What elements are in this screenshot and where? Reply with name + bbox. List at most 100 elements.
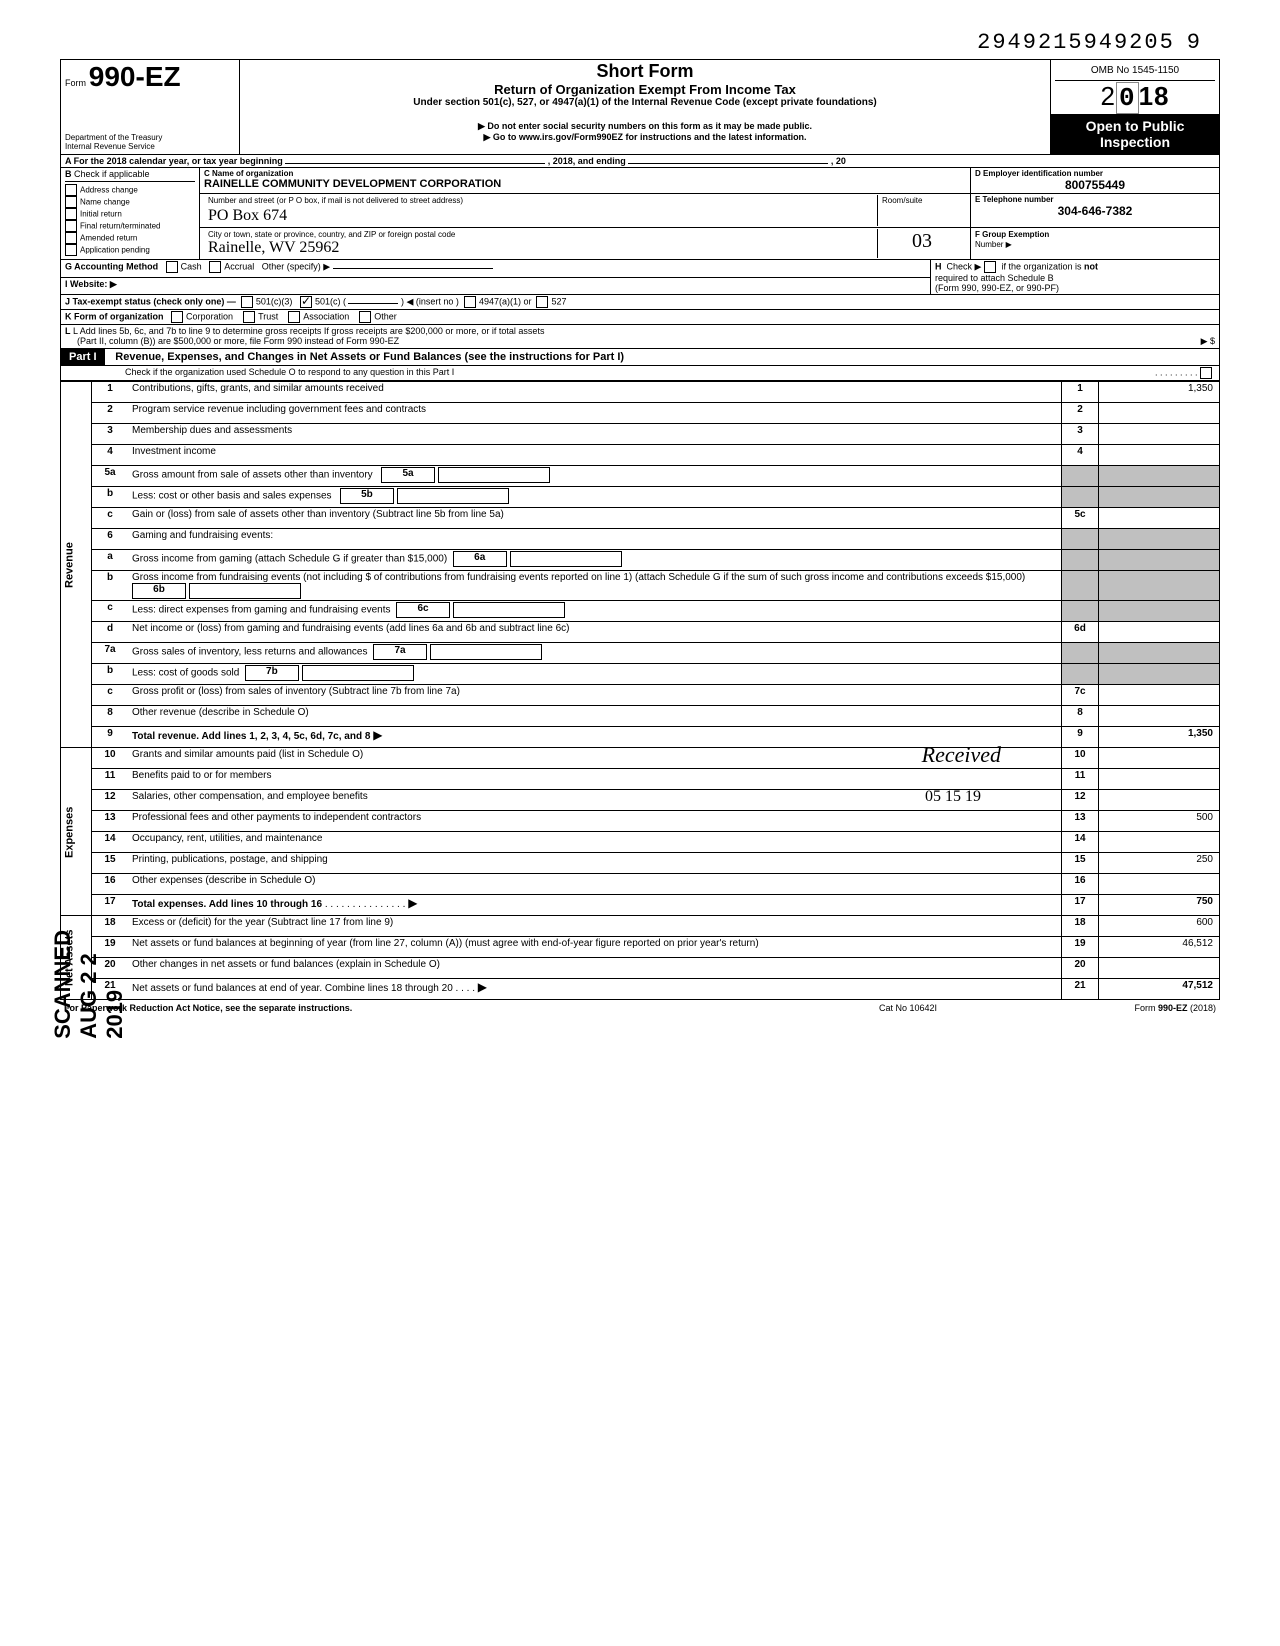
chk-accrual[interactable] xyxy=(209,261,221,273)
vlabel-expenses: Expenses xyxy=(61,748,92,916)
irs-label: Internal Revenue Service xyxy=(65,142,235,151)
ln-21-amt: 47,512 xyxy=(1099,979,1220,1000)
ln-7b: Less: cost of goods sold 7b xyxy=(128,664,1062,685)
date-stamp: 05 15 19 xyxy=(925,788,981,806)
section-c-name: C Name of organization RAINELLE COMMUNIT… xyxy=(200,168,971,194)
row-i: I Website: ▶ xyxy=(61,278,931,295)
section-e: E Telephone number 304-646-7382 xyxy=(971,194,1220,228)
part1-tag: Part I xyxy=(61,349,105,365)
tax-year: 200118 xyxy=(1055,81,1215,113)
address-handwritten: PO Box 674 xyxy=(204,206,878,226)
period-table: A For the 2018 calendar year, or tax yea… xyxy=(60,155,1220,168)
chk-app-pending[interactable] xyxy=(65,244,77,256)
org-info-table: B Check if applicable Address change Nam… xyxy=(60,168,1220,260)
box-7b: 7b xyxy=(245,665,299,681)
short-form-title: Short Form xyxy=(244,61,1046,82)
chk-initial-return[interactable] xyxy=(65,208,77,220)
ln-17-amt: 750 xyxy=(1099,895,1220,916)
ein-value: 800755449 xyxy=(975,178,1215,192)
ln-5b: Less: cost or other basis and sales expe… xyxy=(128,487,1062,508)
chk-501c[interactable] xyxy=(300,296,312,308)
scanned-stamp: SCANNED AUG 2 2 2019 xyxy=(50,930,128,1039)
l-arrow: ▶ $ xyxy=(1201,336,1215,347)
footer-cat: Cat No 10642I xyxy=(804,1002,1012,1014)
form-label: Form xyxy=(65,78,86,88)
row-h: H Check ▶ if the organization is not req… xyxy=(931,260,1220,295)
omb-number: OMB No 1545-1150 xyxy=(1055,61,1215,81)
chk-part1-scho[interactable] xyxy=(1200,367,1212,379)
chk-corp[interactable] xyxy=(171,311,183,323)
page-container: 2949215949205 9 Form 990-EZ Department of… xyxy=(60,30,1220,1014)
omb-year-cell: OMB No 1545-1150 200118 xyxy=(1051,60,1220,115)
chk-h[interactable] xyxy=(984,261,996,273)
form-id-cell: Form 990-EZ Department of the Treasury I… xyxy=(61,60,240,155)
section-c-city: City or town, state or province, country… xyxy=(200,228,971,260)
chk-assoc[interactable] xyxy=(288,311,300,323)
chk-amended[interactable] xyxy=(65,232,77,244)
footer-table: For Paperwork Reduction Act Notice, see … xyxy=(60,1002,1220,1014)
box-5b: 5b xyxy=(340,488,394,504)
section-d: D Employer identification number 8007554… xyxy=(971,168,1220,194)
ln-6a: Gross income from gaming (attach Schedul… xyxy=(128,550,1062,571)
goto-url: ▶ Go to www.irs.gov/Form990EZ for instru… xyxy=(244,132,1046,143)
tracking-trail: 9 xyxy=(1187,30,1200,55)
title-cell: Short Form Return of Organization Exempt… xyxy=(240,60,1051,115)
ln-12-text: Salaries, other compensation, and employ… xyxy=(128,790,1062,811)
open-public-badge: Open to Public Inspection xyxy=(1051,114,1219,154)
ln-9-amt: 1,350 xyxy=(1099,727,1220,748)
part1-check-row: Check if the organization used Schedule … xyxy=(61,366,1220,381)
ln-10-text: Grants and similar amounts paid (list in… xyxy=(128,748,1062,769)
subtitle: Under section 501(c), 527, or 4947(a)(1)… xyxy=(244,97,1046,108)
chk-4947[interactable] xyxy=(464,296,476,308)
box-6b: 6b xyxy=(132,583,186,599)
ln-17-text: Total expenses. Add lines 10 through 16 … xyxy=(128,895,1062,916)
ssn-warning: ▶ Do not enter social security numbers o… xyxy=(244,121,1046,132)
form-number: 990-EZ xyxy=(89,61,181,92)
phone-value: 304-646-7382 xyxy=(975,204,1215,218)
chk-address-change[interactable] xyxy=(65,184,77,196)
meta-table: G Accounting Method Cash Accrual Other (… xyxy=(60,260,1220,349)
ln-21-text: Net assets or fund balances at end of ye… xyxy=(128,979,1062,1000)
section-b: B Check if applicable Address change Nam… xyxy=(61,168,200,260)
dept-treasury: Department of the Treasury xyxy=(65,133,235,142)
main-title: Return of Organization Exempt From Incom… xyxy=(244,82,1046,97)
instructions-cell: ▶ Do not enter social security numbers o… xyxy=(240,114,1051,155)
ln-1-text: Contributions, gifts, grants, and simila… xyxy=(128,382,1062,403)
row-j: J Tax-exempt status (check only one) — 5… xyxy=(61,295,1220,310)
room-suite-label: Room/suite xyxy=(878,195,967,206)
section-c-address: Number and street (or P O box, if mail i… xyxy=(200,194,971,228)
ln-7a: Gross sales of inventory, less returns a… xyxy=(128,643,1062,664)
tracking-main: 2949215949205 xyxy=(977,30,1175,55)
box-6c: 6c xyxy=(396,602,450,618)
ln-5a: Gross amount from sale of assets other t… xyxy=(128,466,1062,487)
chk-501c3[interactable] xyxy=(241,296,253,308)
city-handwritten: Rainelle, WV 25962 xyxy=(208,239,873,257)
lines-table: Revenue 1 Contributions, gifts, grants, … xyxy=(60,381,1220,1000)
form-header-table: Form 990-EZ Department of the Treasury I… xyxy=(60,59,1220,155)
open-public-cell: Open to Public Inspection xyxy=(1051,114,1220,155)
period-a: A For the 2018 calendar year, or tax yea… xyxy=(61,155,1220,168)
chk-trust[interactable] xyxy=(243,311,255,323)
chk-cash[interactable] xyxy=(166,261,178,273)
chk-other-org[interactable] xyxy=(359,311,371,323)
org-name: RAINELLE COMMUNITY DEVELOPMENT CORPORATI… xyxy=(204,178,966,190)
ln-1-no: 1 xyxy=(92,382,129,403)
row-l: L L Add lines 5b, 6c, and 7b to line 9 t… xyxy=(61,325,1220,349)
part1-header: Part I Revenue, Expenses, and Changes in… xyxy=(60,349,1220,381)
row-k: K Form of organization Corporation Trust… xyxy=(61,310,1220,325)
footer-right: Form 990-EZ (2018) xyxy=(1012,1002,1220,1014)
box-5a: 5a xyxy=(381,467,435,483)
section-f: F Group Exemption Number ▶ xyxy=(971,228,1220,260)
vlabel-revenue: Revenue xyxy=(61,382,92,748)
footer-left: For Paperwork Reduction Act Notice, see … xyxy=(60,1002,804,1014)
room-handwritten: 03 xyxy=(878,229,967,258)
chk-name-change[interactable] xyxy=(65,196,77,208)
ln-1-amt: 1,350 xyxy=(1099,382,1220,403)
ln-6c: Less: direct expenses from gaming and fu… xyxy=(128,601,1062,622)
ln-6b: Gross income from fundraising events (no… xyxy=(128,571,1062,601)
chk-final-return[interactable] xyxy=(65,220,77,232)
box-7a: 7a xyxy=(373,644,427,660)
chk-527[interactable] xyxy=(536,296,548,308)
part1-title: Revenue, Expenses, and Changes in Net As… xyxy=(107,351,624,363)
tracking-number: 2949215949205 9 xyxy=(60,30,1220,55)
